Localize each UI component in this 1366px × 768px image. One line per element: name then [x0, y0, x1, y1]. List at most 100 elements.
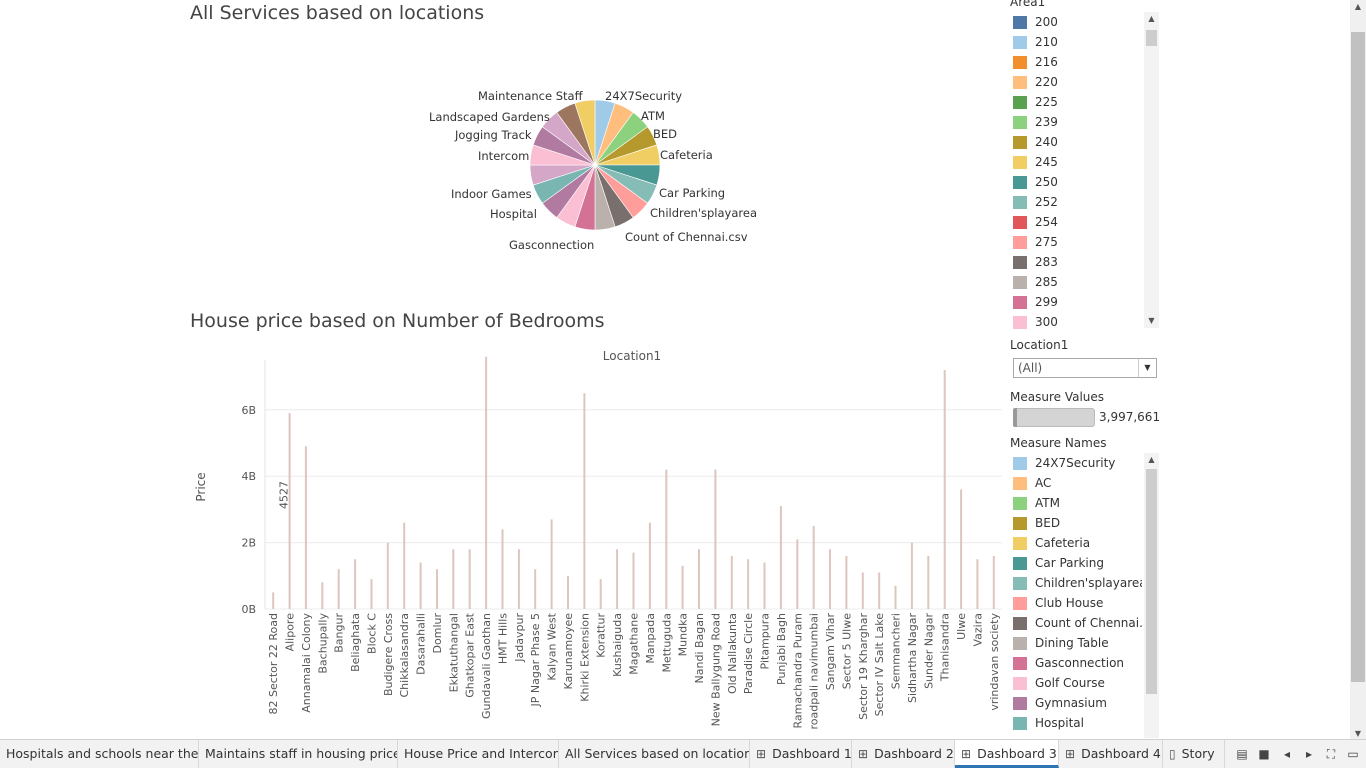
price-bar[interactable]: [960, 489, 963, 610]
area1-legend-item[interactable]: 216: [1010, 52, 1142, 72]
price-bar[interactable]: [370, 579, 373, 609]
price-bar[interactable]: [616, 549, 619, 609]
price-bar[interactable]: [878, 572, 881, 610]
price-bar[interactable]: [632, 552, 635, 609]
area1-legend-item[interactable]: 210: [1010, 32, 1142, 52]
price-bar[interactable]: [747, 559, 750, 609]
scroll-up-icon[interactable]: ▲: [1148, 14, 1155, 23]
price-bar[interactable]: [829, 549, 831, 609]
slider-handle[interactable]: [1013, 408, 1017, 427]
sheet-tab[interactable]: ▯ Story: [1163, 740, 1225, 768]
area1-legend-item[interactable]: 300: [1010, 312, 1142, 332]
price-bar[interactable]: [894, 585, 897, 609]
price-bar[interactable]: [321, 582, 324, 609]
area1-legend-item[interactable]: 275: [1010, 232, 1142, 252]
area1-legend-item[interactable]: 200: [1010, 12, 1142, 32]
sheet-tab[interactable]: All Services based on locations: [559, 740, 750, 768]
price-bar[interactable]: [304, 446, 307, 609]
scroll-thumb[interactable]: [1146, 469, 1157, 694]
sheet-tab[interactable]: Maintains staff in housing prices: [199, 740, 398, 768]
sheet-tab[interactable]: ⊞ Dashboard 3: [955, 740, 1059, 768]
scroll-up-icon[interactable]: ▲: [1148, 455, 1155, 464]
price-bar[interactable]: [386, 542, 389, 609]
price-bar[interactable]: [648, 522, 651, 609]
area1-legend-item[interactable]: 239: [1010, 112, 1142, 132]
services-pie-chart[interactable]: Maintenance Staff 24X7Security ATM BED Cafet…: [410, 80, 790, 260]
price-bar[interactable]: [501, 529, 504, 609]
price-bar[interactable]: [976, 559, 979, 609]
price-bar[interactable]: [337, 569, 340, 609]
area1-legend-item[interactable]: 299: [1010, 292, 1142, 312]
price-bar[interactable]: [583, 393, 586, 609]
measure-names-legend-item[interactable]: Count of Chennai...: [1010, 613, 1142, 633]
price-bar[interactable]: [354, 559, 357, 609]
area1-legend-item[interactable]: 250: [1010, 172, 1142, 192]
price-bar[interactable]: [550, 519, 553, 609]
page-scrollbar[interactable]: ▲ ▼: [1350, 0, 1366, 740]
area1-legend-item[interactable]: 254: [1010, 212, 1142, 232]
price-bar[interactable]: [485, 356, 488, 609]
price-bar[interactable]: [910, 542, 913, 609]
area1-legend-scrollbar[interactable]: ▲ ▼: [1144, 12, 1159, 328]
measure-names-scrollbar[interactable]: ▲: [1144, 453, 1159, 738]
scroll-down-icon[interactable]: ▼: [1354, 729, 1362, 738]
filmstrip-view-icon[interactable]: ■: [1258, 747, 1270, 761]
grid-view-icon[interactable]: ▤: [1236, 747, 1248, 761]
measure-names-legend-item[interactable]: Hospital: [1010, 713, 1142, 733]
scroll-down-icon[interactable]: ▼: [1148, 316, 1155, 325]
measure-names-legend-item[interactable]: BED: [1010, 513, 1142, 533]
price-bar[interactable]: [436, 569, 438, 609]
sheet-tab[interactable]: House Price and Intercom: [398, 740, 559, 768]
price-bar[interactable]: [861, 572, 864, 610]
area1-legend-item[interactable]: 240: [1010, 132, 1142, 152]
measure-names-legend-item[interactable]: ATM: [1010, 493, 1142, 513]
price-bar[interactable]: [698, 549, 700, 609]
area1-legend-item[interactable]: 225: [1010, 92, 1142, 112]
measure-values-slider[interactable]: [1013, 408, 1095, 427]
area1-legend-item[interactable]: 283: [1010, 252, 1142, 272]
price-bar[interactable]: [779, 506, 782, 609]
price-bar[interactable]: [468, 549, 471, 609]
price-bar[interactable]: [681, 565, 684, 609]
pie-slice[interactable]: [574, 99, 596, 166]
area1-legend-item[interactable]: 252: [1010, 192, 1142, 212]
measure-names-legend-item[interactable]: Gymnasium: [1010, 693, 1142, 713]
previous-sheet-icon[interactable]: ◂: [1283, 747, 1291, 761]
sheet-tab[interactable]: ⊞ Dashboard 1: [750, 740, 852, 768]
price-bar[interactable]: [714, 469, 717, 609]
scroll-up-icon[interactable]: ▲: [1354, 2, 1362, 11]
price-bar[interactable]: [288, 413, 291, 609]
price-bar[interactable]: [599, 579, 602, 609]
price-bar[interactable]: [763, 562, 766, 610]
measure-names-legend-item[interactable]: Children'splayarea: [1010, 573, 1142, 593]
page-scroll-thumb[interactable]: [1351, 32, 1365, 682]
measure-names-legend-item[interactable]: Dining Table: [1010, 633, 1142, 653]
measure-names-legend-item[interactable]: Club House: [1010, 593, 1142, 613]
price-bar[interactable]: [272, 592, 275, 609]
price-bar[interactable]: [845, 555, 848, 609]
presentation-icon[interactable]: ▭: [1347, 747, 1359, 761]
measure-names-legend-item[interactable]: Gasconnection: [1010, 653, 1142, 673]
fullscreen-icon[interactable]: ⛶: [1326, 747, 1336, 761]
price-bar[interactable]: [730, 555, 733, 609]
price-bar[interactable]: [567, 575, 569, 609]
measure-names-legend-item[interactable]: AC: [1010, 473, 1142, 493]
price-bar[interactable]: [796, 539, 799, 609]
price-bar[interactable]: [992, 555, 995, 609]
price-bar[interactable]: [403, 522, 406, 609]
price-bar[interactable]: [943, 370, 946, 609]
sheet-tab[interactable]: ⊞ Dashboard 4: [1059, 740, 1163, 768]
price-bar[interactable]: [812, 526, 815, 609]
price-bar[interactable]: [517, 549, 520, 609]
sheet-tab[interactable]: ⊞ Dashboard 2: [852, 740, 955, 768]
measure-names-legend-item[interactable]: 24X7Security: [1010, 453, 1142, 473]
area1-legend-item[interactable]: 285: [1010, 272, 1142, 292]
area1-legend[interactable]: 200 210 216 220 225 239 240 245 250 252 254 275 283 2…: [1010, 12, 1142, 332]
measure-names-legend-item[interactable]: Car Parking: [1010, 553, 1142, 573]
next-sheet-icon[interactable]: ▸: [1305, 747, 1313, 761]
chevron-down-icon[interactable]: ▼: [1138, 359, 1156, 377]
area1-legend-item[interactable]: 245: [1010, 152, 1142, 172]
location-filter-dropdown[interactable]: (All) ▼: [1013, 358, 1157, 378]
price-bar[interactable]: [534, 569, 537, 609]
sheet-tab[interactable]: Hospitals and schools near the ...: [0, 740, 199, 768]
